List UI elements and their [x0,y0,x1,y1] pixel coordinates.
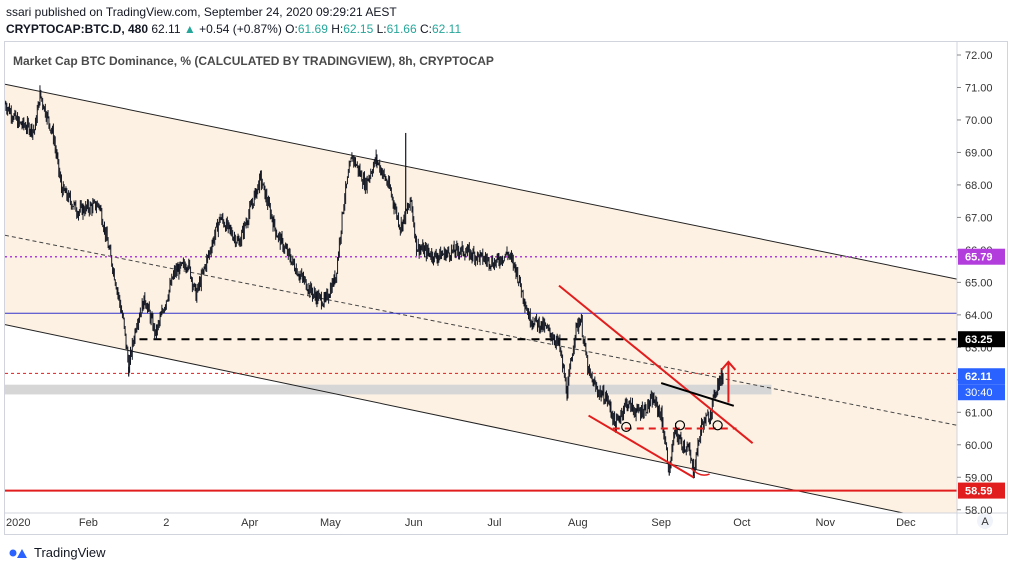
symbol-name[interactable]: CRYPTOCAP:BTC.D, 480 [6,22,149,36]
y-tick-label: 68.00 [965,180,993,192]
high-label: H: [331,22,344,36]
y-tick-label: 65.00 [965,277,993,289]
y-tick-label: 70.00 [965,115,993,127]
countdown-label: 30:40 [965,387,993,399]
x-tick-label: Nov [815,517,835,529]
x-tick-label: Feb [79,517,98,529]
price-label-black: 63.25 [965,334,993,346]
brand-label: TradingView [34,545,106,560]
up-arrow-icon: ▲ [183,22,196,36]
x-tick-label: Sep [651,517,671,529]
x-tick-label: Jul [487,517,501,529]
price-label-box-blue [958,368,1005,385]
x-tick-label: 2 [163,517,169,529]
y-tick-label: 61.00 [965,407,993,419]
y-tick-label: 60.00 [965,440,993,452]
chart-frame [4,41,1008,535]
channel-upper-line [5,83,957,280]
x-tick-label: May [320,517,341,529]
x-tick-label: 2020 [6,517,30,529]
x-tick-label: Dec [896,517,916,529]
price-label-purple: 65.79 [965,252,993,264]
pattern-marker-1 [674,420,686,431]
open-value: 61.69 [297,22,328,36]
y-tick-label: 59.00 [965,472,993,484]
open-label: O: [285,22,298,36]
wedge-line-0 [558,284,754,444]
price-label-box-red [958,482,1005,499]
y-tick-label: 72.00 [965,50,993,62]
y-tick-label: 67.00 [965,212,993,224]
bottom-curve [690,467,710,476]
support-band [5,384,772,395]
tradingview-logo-icon [9,548,27,558]
channel-mid-line [5,234,957,426]
y-tick-label: 69.00 [965,147,993,159]
x-tick-label: Apr [241,517,258,529]
y-tick-label: 71.00 [965,82,993,94]
wedge-line-1 [588,414,694,479]
countdown-box [958,384,1005,401]
channel-lower-line [5,324,904,513]
last-price: 62.11 [151,22,181,36]
pattern-marker-0 [621,421,632,433]
y-tick-label: 64.00 [965,310,993,322]
high-value: 62.15 [343,22,374,36]
tradingview-brand[interactable]: TradingView [8,545,106,560]
symbol-info-line: CRYPTOCAP:BTC.D, 480 62.11 ▲ +0.54 (+0.8… [6,22,461,36]
auto-scale-label: A [981,516,989,528]
neckline [660,382,735,407]
target-arrow-head [720,360,737,371]
close-label: C: [419,22,432,36]
channel-fill [5,84,957,513]
price-label-box-black [958,331,1005,348]
low-label: L: [376,22,387,36]
price-label-box-purple [958,248,1005,265]
x-tick-label: Aug [568,517,588,529]
plot-area [5,83,957,513]
candles [5,85,724,479]
chart-title: Market Cap BTC Dominance, % (CALCULATED … [13,54,494,68]
pattern-marker-2 [712,420,723,431]
x-tick-label: Jun [405,517,423,529]
price-label-blue: 62.11 [965,371,992,383]
close-value: 62.11 [431,22,462,36]
auto-scale-button [977,513,993,529]
price-label-red: 58.59 [965,486,993,498]
x-tick-label: Oct [733,517,750,529]
low-value: 61.66 [386,22,417,36]
price-change: +0.54 (+0.87%) [199,22,282,36]
publisher-line: ssari published on TradingView.com, Sept… [6,5,397,19]
